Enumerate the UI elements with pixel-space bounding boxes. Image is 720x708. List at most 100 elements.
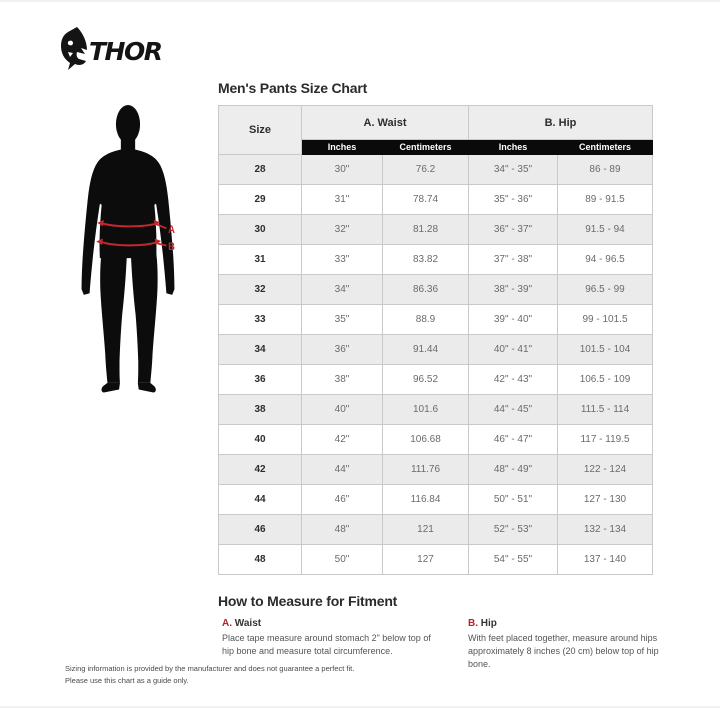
hip-in-cell: 48" - 49" xyxy=(468,454,558,485)
thor-logo: THOR xyxy=(60,26,180,72)
waist-cm-cell: 111.76 xyxy=(382,454,469,485)
table-row: 31 33" 83.82 37" - 38" 94 - 96.5 xyxy=(218,244,653,275)
size-cell: 46 xyxy=(218,514,302,545)
size-cell: 44 xyxy=(218,484,302,515)
measure-hip-label: Hip xyxy=(480,618,497,629)
waist-in-cell: 48" xyxy=(301,514,383,545)
size-table-body: 28 30" 76.2 34" - 35" 86 - 89 29 31" 78.74 35" -… xyxy=(218,154,653,575)
measure-instructions-hip: B. Hip With feet placed together, measur… xyxy=(468,618,664,671)
header-hip-inches: Inches xyxy=(468,139,558,155)
hip-in-cell: 37" - 38" xyxy=(468,244,558,275)
body-measurement-figure: A B xyxy=(81,105,175,393)
waist-cm-cell: 76.2 xyxy=(382,154,469,185)
hip-in-cell: 39" - 40" xyxy=(468,304,558,335)
waist-cm-cell: 127 xyxy=(382,544,469,575)
size-cell: 34 xyxy=(218,334,302,365)
measure-waist-text: Place tape measure around stomach 2" bel… xyxy=(222,633,431,657)
label-b: B xyxy=(168,242,175,254)
table-row: 42 44" 111.76 48" - 49" 122 - 124 xyxy=(218,454,653,485)
how-to-measure-title: How to Measure for Fitment xyxy=(218,593,398,609)
header-size: Size xyxy=(218,105,302,155)
hip-in-cell: 36" - 37" xyxy=(468,214,558,245)
man-silhouette xyxy=(81,105,175,393)
table-row: 28 30" 76.2 34" - 35" 86 - 89 xyxy=(218,154,653,185)
waist-in-cell: 33" xyxy=(301,244,383,275)
hip-in-cell: 50" - 51" xyxy=(468,484,558,515)
waist-in-cell: 42" xyxy=(301,424,383,455)
waist-in-cell: 40" xyxy=(301,394,383,425)
hip-in-cell: 42" - 43" xyxy=(468,364,558,395)
measure-waist-heading: A. Waist xyxy=(222,618,440,629)
hip-measurement-line-b: B xyxy=(96,238,175,253)
table-header-groups: Size A. Waist B. Hip xyxy=(218,105,653,155)
hip-cm-cell: 96.5 - 99 xyxy=(557,274,653,305)
hip-in-cell: 44" - 45" xyxy=(468,394,558,425)
disclaimer: Sizing information is provided by the ma… xyxy=(65,664,355,685)
table-header-units: Inches Centimeters Inches Centimeters xyxy=(219,139,653,155)
table-row: 38 40" 101.6 44" - 45" 111.5 - 114 xyxy=(218,394,653,425)
hip-in-cell: 52" - 53" xyxy=(468,514,558,545)
waist-cm-cell: 121 xyxy=(382,514,469,545)
size-cell: 33 xyxy=(218,304,302,335)
hip-cm-cell: 86 - 89 xyxy=(557,154,653,185)
waist-cm-cell: 101.6 xyxy=(382,394,469,425)
hip-in-cell: 35" - 36" xyxy=(468,184,558,215)
table-row: 36 38" 96.52 42" - 43" 106.5 - 109 xyxy=(218,364,653,395)
hip-cm-cell: 94 - 96.5 xyxy=(557,244,653,275)
waist-cm-cell: 86.36 xyxy=(382,274,469,305)
measure-hip-letter: B. xyxy=(468,618,478,629)
hip-cm-cell: 132 - 134 xyxy=(557,514,653,545)
table-row: 29 31" 78.74 35" - 36" 89 - 91.5 xyxy=(218,184,653,215)
waist-in-cell: 44" xyxy=(301,454,383,485)
waist-in-cell: 31" xyxy=(301,184,383,215)
hip-cm-cell: 137 - 140 xyxy=(557,544,653,575)
hip-cm-cell: 89 - 91.5 xyxy=(557,184,653,215)
header-waist-centimeters: Centimeters xyxy=(382,139,469,155)
waist-cm-cell: 106.68 xyxy=(382,424,469,455)
size-cell: 48 xyxy=(218,544,302,575)
hip-in-cell: 40" - 41" xyxy=(468,334,558,365)
table-row: 40 42" 106.68 46" - 47" 117 - 119.5 xyxy=(218,424,653,455)
table-row: 48 50" 127 54" - 55" 137 - 140 xyxy=(218,544,653,575)
size-cell: 32 xyxy=(218,274,302,305)
size-cell: 30 xyxy=(218,214,302,245)
hip-cm-cell: 127 - 130 xyxy=(557,484,653,515)
size-table: Size A. Waist B. Hip Inches Centimeters … xyxy=(218,105,653,575)
hip-cm-cell: 117 - 119.5 xyxy=(557,424,653,455)
hip-cm-cell: 106.5 - 109 xyxy=(557,364,653,395)
hip-in-cell: 34" - 35" xyxy=(468,154,558,185)
waist-cm-cell: 96.52 xyxy=(382,364,469,395)
hip-in-cell: 54" - 55" xyxy=(468,544,558,575)
size-cell: 42 xyxy=(218,454,302,485)
waist-cm-cell: 116.84 xyxy=(382,484,469,515)
measure-waist-letter: A. xyxy=(222,618,232,629)
size-cell: 29 xyxy=(218,184,302,215)
measure-waist-label: Waist xyxy=(234,618,262,629)
table-row: 32 34" 86.36 38" - 39" 96.5 - 99 xyxy=(218,274,653,305)
hip-in-cell: 38" - 39" xyxy=(468,274,558,305)
waist-cm-cell: 81.28 xyxy=(382,214,469,245)
hip-in-cell: 46" - 47" xyxy=(468,424,558,455)
waist-in-cell: 50" xyxy=(301,544,383,575)
waist-in-cell: 32" xyxy=(301,214,383,245)
hip-cm-cell: 111.5 - 114 xyxy=(557,394,653,425)
waist-cm-cell: 83.82 xyxy=(382,244,469,275)
size-cell: 28 xyxy=(218,154,302,185)
hip-cm-cell: 122 - 124 xyxy=(557,454,653,485)
size-cell: 40 xyxy=(218,424,302,455)
size-cell: 31 xyxy=(218,244,302,275)
waist-in-cell: 38" xyxy=(301,364,383,395)
hip-cm-cell: 101.5 - 104 xyxy=(557,334,653,365)
hip-cm-cell: 91.5 - 94 xyxy=(557,214,653,245)
thor-helmet-icon xyxy=(61,27,87,70)
waist-in-cell: 46" xyxy=(301,484,383,515)
table-row: 33 35" 88.9 39" - 40" 99 - 101.5 xyxy=(218,304,653,335)
thor-logo-text: THOR xyxy=(89,37,162,66)
header-waist-group: A. Waist xyxy=(301,105,469,140)
waist-measurement-line-a: A xyxy=(97,219,175,236)
waist-cm-cell: 78.74 xyxy=(382,184,469,215)
thor-logo-graphic: THOR xyxy=(61,27,163,70)
waist-in-cell: 30" xyxy=(301,154,383,185)
table-row: 30 32" 81.28 36" - 37" 91.5 - 94 xyxy=(218,214,653,245)
